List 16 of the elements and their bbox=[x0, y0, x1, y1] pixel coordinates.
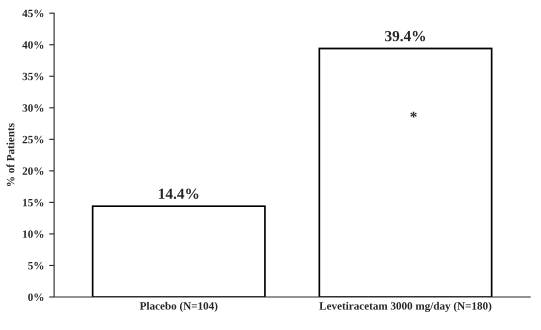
y-tick-label: 40% bbox=[22, 41, 44, 49]
x-tick-label: Levetiracetam 3000 mg/day (N=180) bbox=[319, 302, 492, 312]
text: 14.4% bbox=[159, 188, 198, 199]
y-tick-label: 15% bbox=[23, 198, 44, 206]
y-tick-label: 35% bbox=[22, 72, 44, 80]
y-tick-label: 20% bbox=[22, 167, 44, 175]
y-tick-label: 25% bbox=[22, 136, 44, 144]
x-tick-label: Placebo (N=104) bbox=[140, 302, 218, 312]
y-tick-label: 0% bbox=[28, 293, 44, 301]
y-tick-label: 10% bbox=[23, 230, 44, 238]
y-tick-label: 30% bbox=[22, 104, 44, 112]
annotation: * bbox=[410, 112, 417, 118]
y-tick-label: 5% bbox=[28, 262, 44, 270]
y-axis-title: % of Patients bbox=[6, 123, 14, 186]
y-tick-label: 45% bbox=[22, 10, 44, 18]
text: 39.4% bbox=[385, 30, 426, 42]
